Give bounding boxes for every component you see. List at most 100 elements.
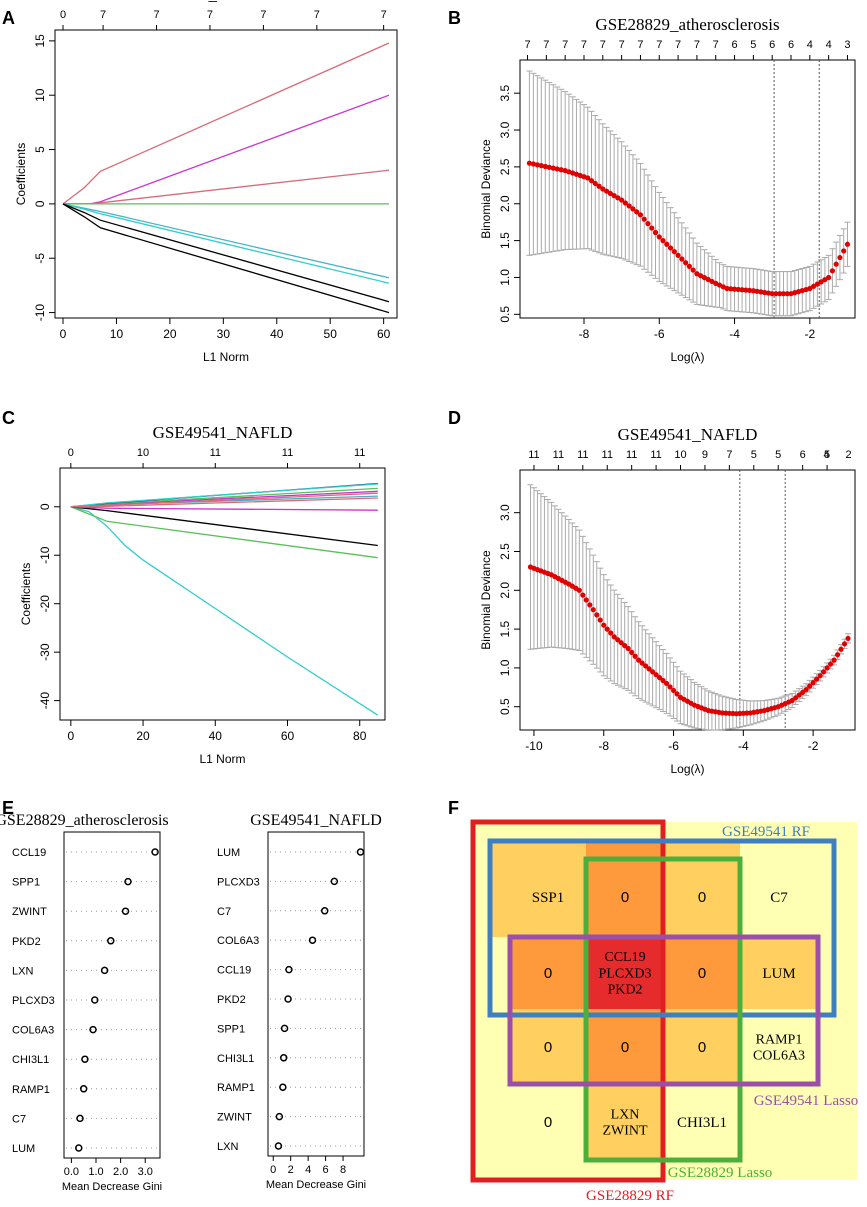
deviance-point — [817, 673, 823, 679]
top-tick-label: 6 — [731, 39, 737, 51]
chart-title: GSE49541_NAFLD — [618, 425, 758, 444]
venn-cell-r1c1: SSP1 — [532, 890, 565, 906]
venn-cell-r2c4: LUM — [762, 966, 795, 982]
series-line-coef-1 — [70, 506, 379, 716]
series-line-coef-10 — [70, 483, 378, 508]
gene-label: COL6A3 — [12, 1025, 54, 1037]
x-axis-label: Mean Decrease Gini — [266, 1179, 366, 1191]
deviance-point — [814, 676, 820, 682]
gene-label: CHI3L1 — [12, 1054, 49, 1066]
dot-chart-title: GSE28829_atherosclerosis — [0, 812, 169, 829]
series-line-coef-5 — [62, 203, 390, 279]
panel-d-letter: D — [448, 408, 461, 428]
venn-region — [510, 937, 586, 1009]
y-axis-label: Coefficients — [14, 143, 28, 205]
x-tick-label: 40 — [270, 327, 284, 341]
plot-frame — [59, 467, 386, 721]
deviance-point — [530, 161, 536, 167]
deviance-point — [639, 660, 645, 666]
gene-label: ZWINT — [217, 1112, 252, 1124]
set-label-gse28829-rf: GSE28829 RF — [586, 1188, 674, 1204]
deviance-point — [777, 291, 783, 297]
venn-cell-line: LXN — [611, 1108, 640, 1123]
deviance-point — [831, 657, 837, 663]
top-tick-label: 7 — [524, 39, 530, 51]
deviance-point — [641, 216, 647, 222]
deviance-point — [604, 626, 610, 632]
x-tick-label: -8 — [598, 739, 609, 753]
x-tick-label: -6 — [668, 739, 679, 753]
deviance-point — [618, 640, 624, 646]
top-tick-label: 7 — [726, 449, 732, 461]
x-tick-label: 0 — [270, 1164, 276, 1176]
deviance-point — [789, 697, 795, 704]
set-label-gse28829-lasso: GSE28829 Lasso — [668, 1165, 773, 1181]
gene-label: RAMP1 — [12, 1084, 50, 1096]
chart-title: GSE28829_atherosclerosis — [595, 15, 779, 34]
importance-dot — [107, 937, 115, 945]
venn-cell-line: 0 — [621, 1039, 629, 1056]
series-line-coef-7 — [62, 203, 390, 303]
venn-cell-line: 0 — [544, 965, 552, 982]
panel-c-letter: C — [2, 408, 15, 428]
deviance-point — [667, 245, 674, 251]
gene-label: C7 — [12, 1113, 26, 1125]
top-tick-label: 4 — [826, 39, 832, 51]
deviance-point — [650, 669, 656, 675]
deviance-point — [667, 684, 673, 690]
deviance-point — [838, 646, 844, 652]
top-tick-label: 7 — [562, 39, 568, 51]
x-axis-label: L1 Norm — [199, 752, 245, 766]
venn-cell-line: 0 — [698, 889, 706, 906]
x-tick-label: 4 — [305, 1164, 311, 1176]
deviance-point — [652, 229, 659, 236]
importance-dot — [356, 848, 365, 856]
top-tick-label: 11 — [602, 449, 613, 461]
x-axis-label: Log(λ) — [670, 350, 704, 364]
deviance-point — [670, 687, 677, 694]
venn-cell-line: C7 — [770, 890, 788, 906]
set-label-gse49541-rf: GSE49541 RF — [722, 824, 810, 840]
top-tick-label: 10 — [674, 449, 686, 461]
y-tick-label: -5 — [33, 253, 47, 264]
deviance-point — [829, 268, 836, 274]
deviance-point — [587, 602, 593, 608]
plot-frame — [54, 29, 398, 319]
venn-cell-r3c4: RAMP1 COL6A3 — [753, 1033, 805, 1064]
venn-cell-line: PKD2 — [607, 982, 642, 997]
series-line-coef-1 — [62, 42, 390, 205]
top-tick-label: 10 — [137, 447, 149, 459]
deviance-point — [643, 663, 649, 669]
venn-cell-r3c3: 0 — [698, 1039, 706, 1056]
deviance-point — [636, 657, 642, 663]
panel-a-letter: A — [2, 8, 15, 28]
importance-dot — [274, 1142, 283, 1150]
deviance-point — [793, 695, 799, 701]
top-tick-label: 2 — [845, 449, 851, 461]
gene-label: LUM — [217, 847, 240, 859]
series-line-coef-2 — [63, 94, 390, 205]
plot-frame — [519, 469, 856, 731]
x-tick-label: 8 — [340, 1164, 346, 1176]
importance-dot — [330, 877, 339, 886]
top-tick-label: 5 — [751, 449, 757, 461]
venn-region — [663, 859, 740, 937]
set-outline-gse49541-rf — [487, 838, 837, 1018]
top-tick-label: 7 — [656, 39, 662, 51]
gene-label: COL6A3 — [217, 935, 259, 947]
venn-cell-r3c1: 0 — [544, 1039, 552, 1056]
plot-frame — [519, 59, 856, 319]
deviance-point — [594, 612, 600, 618]
y-tick-label: 1.5 — [498, 232, 512, 249]
deviance-point — [601, 622, 607, 628]
importance-dot — [121, 907, 130, 915]
top-tick-label: 7 — [675, 39, 681, 51]
y-tick-label: 1.0 — [498, 269, 512, 286]
deviance-point — [632, 653, 638, 659]
deviance-point — [603, 188, 610, 194]
venn-region — [740, 937, 818, 1009]
x-tick-label: 0 — [67, 729, 74, 743]
top-tick-label: 6 — [769, 39, 775, 51]
deviance-point — [747, 287, 753, 294]
y-tick-label: 10 — [33, 88, 47, 102]
